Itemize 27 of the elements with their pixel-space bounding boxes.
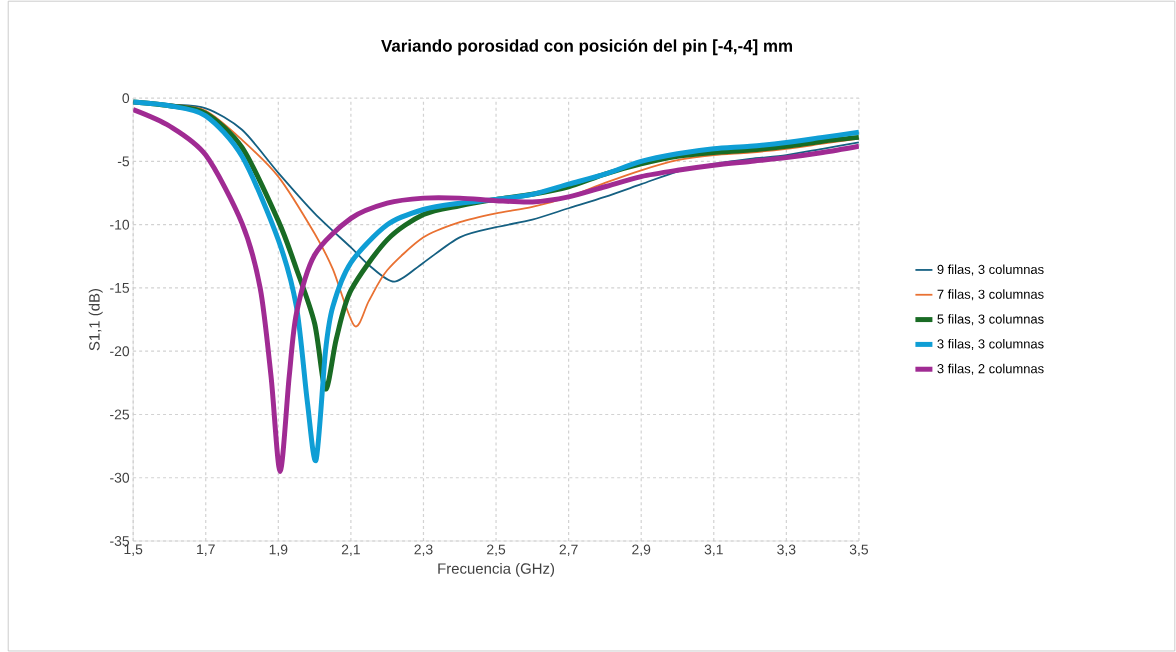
legend-label: 3 filas, 2 columnas	[937, 363, 1044, 375]
y-tick-label: -20	[110, 346, 130, 357]
legend-label: 7 filas, 3 columnas	[937, 289, 1044, 301]
legend-label: 3 filas, 3 columnas	[937, 338, 1044, 350]
x-tick-label: 1,7	[197, 544, 215, 556]
x-tick-label: 3,1	[704, 544, 723, 556]
y-tick-label: -5	[117, 156, 130, 167]
x-tick-label: 3,5	[849, 544, 869, 556]
y-tick-label: -30	[110, 472, 130, 483]
x-tick-label: 1,5	[124, 544, 143, 556]
x-tick-label: 1,9	[269, 544, 288, 556]
x-tick-label: 2,7	[559, 544, 578, 556]
y-tick-label: -35	[110, 535, 130, 546]
x-axis-title: Frecuencia (GHz)	[438, 562, 555, 577]
y-tick-label: -10	[110, 219, 130, 230]
y-tick-label: -25	[110, 409, 130, 420]
y-axis-title: S1,1 (dB)	[88, 288, 103, 351]
y-tick-label: 0	[122, 93, 130, 104]
x-tick-label: 2,1	[341, 544, 360, 556]
chart-title: Variando porosidad con posición del pin [-4,-4] mm	[381, 39, 792, 56]
legend-label: 9 filas, 3 columnas	[937, 264, 1044, 276]
x-tick-label: 3,3	[777, 544, 796, 556]
y-tick-label: -15	[110, 283, 130, 293]
x-tick-label: 2,9	[632, 544, 651, 556]
legend-label: 5 filas, 3 columnas	[937, 314, 1044, 326]
x-tick-label: 2,3	[414, 544, 433, 556]
x-tick-label: 2,5	[487, 544, 506, 556]
